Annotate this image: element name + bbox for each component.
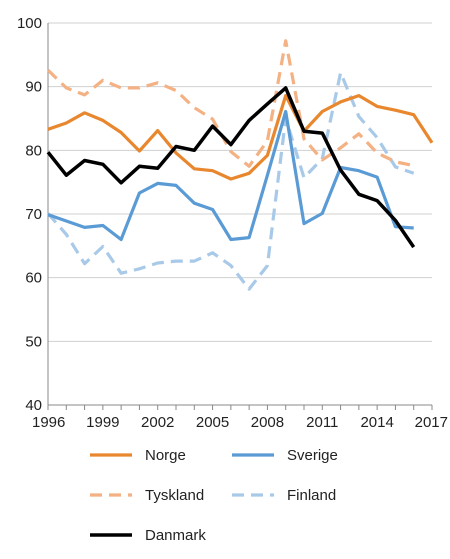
y-axis-tick-labels: 40 50 60 70 80 90 100: [17, 15, 42, 414]
series-lines: [46, 39, 434, 291]
x-tick-label-1996: 1996: [32, 414, 65, 431]
y-tick-label-80: 80: [25, 142, 42, 159]
series-line-danmark: [46, 86, 416, 249]
x-tick-label-2008: 2008: [251, 414, 284, 431]
legend-label-norge: Norge: [145, 447, 186, 464]
series-line-tyskland: [46, 39, 415, 168]
legend-label-tyskland: Tyskland: [145, 487, 204, 504]
y-tick-label-40: 40: [25, 397, 42, 414]
x-tick-label-2014: 2014: [360, 414, 393, 431]
x-axis-ticks: [47, 405, 433, 410]
legend: Norge Sverige Tyskland Finland Danmark: [90, 447, 338, 544]
legend-label-danmark: Danmark: [145, 527, 206, 544]
series-line-norge: [47, 93, 434, 181]
y-tick-label-100: 100: [17, 15, 42, 32]
legend-label-sverige: Sverige: [287, 447, 338, 464]
y-tick-label-90: 90: [25, 79, 42, 96]
y-tick-label-60: 60: [25, 270, 42, 287]
x-tick-label-1999: 1999: [86, 414, 119, 431]
series-line-sverige: [47, 109, 414, 242]
series-line-finland: [46, 71, 415, 291]
y-tick-label-70: 70: [25, 206, 42, 223]
x-tick-label-2002: 2002: [141, 414, 174, 431]
gridlines: [48, 22, 432, 342]
legend-label-finland: Finland: [287, 487, 336, 504]
x-tick-label-2011: 2011: [306, 414, 338, 431]
x-axis-tick-labels: 1996 1999 2002 2005 2008 2011 2014 2017: [32, 414, 448, 431]
x-tick-label-2017: 2017: [415, 414, 448, 431]
x-tick-label-2005: 2005: [196, 414, 229, 431]
y-tick-label-50: 50: [25, 333, 42, 350]
